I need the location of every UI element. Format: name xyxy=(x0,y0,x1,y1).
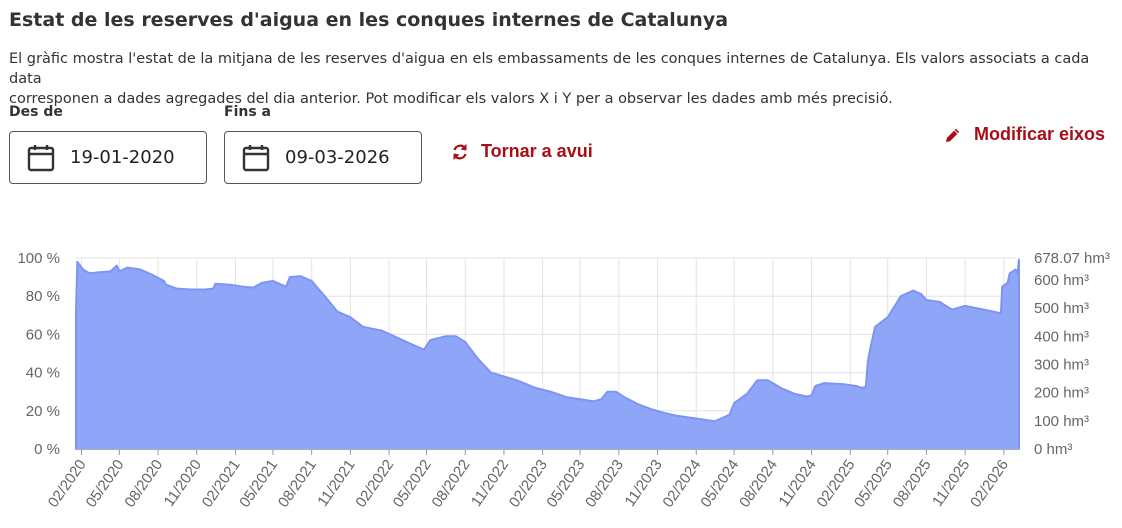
x-tick-label: 08/2020 xyxy=(121,457,166,511)
y-axis-left: 0 % 20 % 40 % 60 % 80 % 100 % xyxy=(17,250,60,458)
y-left-tick-label: 40 % xyxy=(26,365,60,382)
calendar-icon xyxy=(242,144,270,171)
to-date-label: Fins a xyxy=(224,104,271,120)
x-tick-label: 02/2026 xyxy=(967,457,1012,511)
x-tick-label: 05/2025 xyxy=(851,457,896,511)
from-date-field[interactable]: 19-01-2020 xyxy=(9,131,207,184)
reset-today-button[interactable]: Tornar a avui xyxy=(451,141,593,162)
reserves-area xyxy=(75,258,1020,450)
from-date-label: Des de xyxy=(9,104,63,120)
description-line-2: corresponen a dades agregades del dia an… xyxy=(9,91,893,107)
x-tick-label: 08/2022 xyxy=(428,457,473,511)
y-left-tick-label: 20 % xyxy=(26,403,60,420)
x-tick-label: 02/2024 xyxy=(659,457,704,511)
reserves-area-chart: 0 % 20 % 40 % 60 % 80 % 100 % 0 hm³ 100 hm³ 200… xyxy=(17,250,1110,511)
x-tick-label: 08/2023 xyxy=(582,457,627,511)
y-right-tick-label: 400 hm³ xyxy=(1034,328,1089,345)
y-axis-right: 0 hm³ 100 hm³ 200 hm³ 300 hm³ 400 hm³ 500 hm³… xyxy=(1034,250,1110,458)
page-title: Estat de les reserves d'aigua en les con… xyxy=(9,9,729,31)
chart-description: El gràfic mostra l'estat de la mitjana d… xyxy=(9,49,1109,109)
x-tick-label: 05/2023 xyxy=(543,457,588,511)
modify-axes-label: Modificar eixos xyxy=(974,124,1106,144)
refresh-icon xyxy=(453,143,467,160)
x-tick-label: 02/2020 xyxy=(45,457,90,511)
x-tick-label: 08/2024 xyxy=(736,457,781,511)
x-tick-label: 08/2025 xyxy=(890,457,935,511)
y-right-tick-label: 600 hm³ xyxy=(1034,272,1089,289)
y-left-tick-label: 0 % xyxy=(34,441,60,458)
modify-axes-button[interactable]: Modificar eixos xyxy=(944,124,1105,145)
y-right-tick-label: 200 hm³ xyxy=(1034,385,1089,402)
from-date-value: 19-01-2020 xyxy=(70,147,175,168)
to-date-value: 09-03-2026 xyxy=(285,147,390,168)
x-tick-label: 05/2024 xyxy=(697,457,742,511)
y-right-tick-label: 678.07 hm³ xyxy=(1034,250,1110,267)
x-tick-label: 05/2020 xyxy=(83,457,128,511)
reset-today-label: Tornar a avui xyxy=(481,141,593,161)
y-right-tick-label: 0 hm³ xyxy=(1034,441,1072,458)
calendar-icon xyxy=(27,144,55,171)
to-date-field[interactable]: 09-03-2026 xyxy=(224,131,422,184)
x-tick-label: 05/2021 xyxy=(236,457,281,511)
y-left-tick-label: 60 % xyxy=(26,326,60,343)
y-right-tick-label: 100 hm³ xyxy=(1034,413,1089,430)
x-tick-label: 08/2021 xyxy=(275,457,320,511)
pencil-icon xyxy=(946,128,960,142)
x-axis: 02/202005/202008/202011/202002/202105/20… xyxy=(45,448,1019,511)
y-right-tick-label: 500 hm³ xyxy=(1034,300,1089,317)
y-right-tick-label: 300 hm³ xyxy=(1034,356,1089,373)
description-line-1: El gràfic mostra l'estat de la mitjana d… xyxy=(9,51,1090,87)
x-tick-label: 05/2022 xyxy=(390,457,435,511)
y-left-tick-label: 80 % xyxy=(26,288,60,305)
y-left-tick-label: 100 % xyxy=(17,250,60,267)
